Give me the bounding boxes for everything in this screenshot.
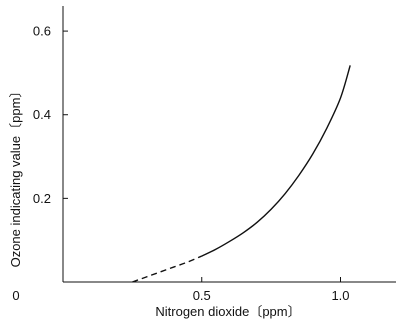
- axis-labels: Nitrogen dioxide〔ppm〕 Ozone indicating v…: [8, 85, 301, 319]
- y-tick-label: 0.2: [33, 191, 51, 206]
- axes: [62, 6, 396, 283]
- origin-label: 0: [12, 288, 19, 303]
- measured-curve-line: [201, 65, 351, 257]
- x-axis-label: Nitrogen dioxide〔ppm〕: [155, 304, 300, 319]
- ticks: 0.5 1.0 0.2 0.4 0.6: [33, 24, 350, 303]
- dashed-extrapolation-line: [132, 255, 203, 283]
- series-lines: [132, 65, 351, 283]
- y-tick-label: 0.6: [33, 24, 51, 39]
- y-axis-label: Ozone indicating value〔ppm〕: [8, 85, 23, 268]
- y-tick-label: 0.4: [33, 107, 51, 122]
- x-tick-label: 1.0: [331, 288, 349, 303]
- x-tick-label: 0.5: [193, 288, 211, 303]
